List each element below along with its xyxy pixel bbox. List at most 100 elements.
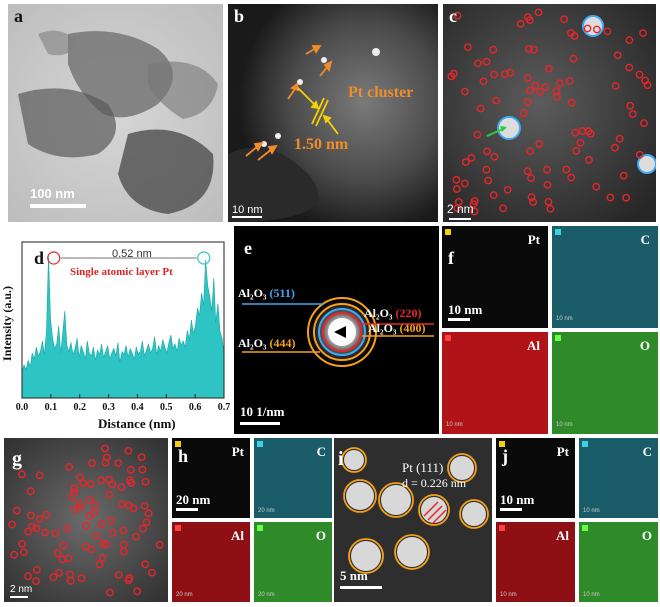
map-j-c-scale: 10 nm bbox=[583, 508, 600, 514]
peak-marker bbox=[197, 251, 211, 265]
single-atom-circle bbox=[126, 465, 135, 474]
al-marker bbox=[445, 335, 451, 341]
single-atom-circle bbox=[572, 146, 581, 155]
x-tick-label: 0.7 bbox=[218, 402, 231, 413]
single-atom-circle bbox=[453, 11, 462, 20]
single-atom-circle bbox=[534, 8, 543, 17]
single-atom-circle bbox=[76, 499, 84, 508]
j-al-marker bbox=[499, 525, 505, 531]
panel-g-atomic-image: g 2 nm bbox=[4, 438, 168, 602]
single-atom-circle bbox=[585, 155, 593, 164]
map-h-c: C 20 nm bbox=[254, 438, 332, 518]
panel-a-tem-image: a 100 nm bbox=[8, 4, 223, 222]
single-atom-circle bbox=[97, 520, 106, 529]
map-f-pt-label: Pt bbox=[527, 232, 540, 247]
single-atom-circle bbox=[460, 179, 469, 188]
single-atom-circle bbox=[24, 572, 32, 581]
single-atom-circle bbox=[82, 542, 90, 551]
single-atom-circle bbox=[86, 480, 95, 488]
panel-h-scalebar bbox=[176, 508, 198, 511]
single-atom-circle bbox=[526, 86, 534, 95]
single-atom-circle bbox=[571, 128, 580, 137]
single-atom-circle bbox=[147, 568, 156, 577]
single-atom-circle bbox=[66, 570, 74, 579]
map-j-o: O 10 nm bbox=[579, 522, 658, 602]
single-atom-circle bbox=[529, 198, 538, 206]
single-atom-circle bbox=[592, 25, 601, 34]
panel-h-eds-maps: Pt h 20 nm C 20 nm Al 20 nm O 20 nm bbox=[172, 438, 332, 602]
panel-i-cluster-image: i Pt (111) d = 0.226 nm 5 nm bbox=[334, 438, 492, 602]
single-atom-circle bbox=[635, 70, 644, 79]
intensity-area bbox=[21, 255, 225, 399]
single-atom-circle bbox=[479, 77, 488, 86]
h-o-marker bbox=[257, 525, 263, 531]
panel-g-scalebar bbox=[10, 596, 28, 598]
panel-f-scalebar bbox=[448, 318, 470, 321]
single-atom-circle bbox=[625, 36, 634, 44]
panel-j-scale-text: 10 nm bbox=[500, 492, 535, 507]
h-pt-marker bbox=[175, 441, 181, 447]
single-atom-circle bbox=[546, 204, 555, 213]
single-atom-circle bbox=[35, 515, 44, 524]
panel-b-scale-text: 10 nm bbox=[232, 204, 263, 216]
j-pt-marker bbox=[499, 441, 505, 447]
single-atom-circle bbox=[10, 550, 19, 559]
ring-511-label: Al₂O₃ (511) bbox=[238, 286, 295, 301]
panel-j-scalebar bbox=[500, 508, 522, 511]
single-atom-circle bbox=[53, 549, 62, 558]
single-atom-circle bbox=[105, 475, 113, 484]
panel-b-label: b bbox=[234, 6, 245, 26]
x-tick-label: 0.0 bbox=[16, 402, 29, 413]
map-f-c: C 10 nm bbox=[552, 226, 658, 328]
panel-i-scalebar bbox=[340, 586, 382, 589]
ring-220-formula: Al₂O₃ bbox=[364, 306, 393, 320]
y-axis-label: Intensity (a.u.) bbox=[0, 285, 15, 362]
single-atom-circle bbox=[490, 152, 499, 161]
d-spacing-label: d = 0.226 nm bbox=[402, 476, 467, 490]
panel-e-label: e bbox=[244, 238, 252, 258]
single-atom-circle bbox=[90, 501, 99, 510]
single-atom-circle bbox=[483, 147, 491, 156]
single-atom-circle bbox=[453, 204, 462, 213]
single-atom-circle bbox=[626, 101, 635, 110]
panel-g-scale-text: 2 nm bbox=[10, 584, 33, 595]
map-f-o-scale: 10 nm bbox=[556, 422, 573, 428]
single-atom-circle bbox=[103, 453, 111, 462]
single-atom-circle bbox=[523, 167, 532, 176]
single-atom-circle bbox=[32, 565, 41, 574]
single-atom-circle bbox=[484, 176, 493, 185]
map-h-c-scale: 20 nm bbox=[258, 508, 275, 514]
single-atom-circle bbox=[640, 119, 648, 128]
single-atom-circle bbox=[26, 511, 35, 520]
single-atom-circle bbox=[59, 541, 68, 550]
tem-particles bbox=[8, 4, 223, 222]
ring-220-label: Al₂O₃ (220) bbox=[364, 306, 422, 321]
ring-511-index: (511) bbox=[269, 286, 295, 300]
ring-444-formula: Al₂O₃ bbox=[238, 336, 267, 350]
map-f-al-scale: 10 nm bbox=[446, 422, 463, 428]
panel-a-scale-text: 100 nm bbox=[30, 186, 75, 201]
single-atom-circle bbox=[469, 200, 478, 209]
single-atom-circle bbox=[545, 64, 553, 73]
single-atom-circle bbox=[527, 193, 536, 202]
single-atom-circle bbox=[137, 453, 146, 462]
h-c-marker bbox=[257, 441, 263, 447]
panel-j-eds-maps: Pt j 10 nm C 10 nm Al 10 nm O 10 nm bbox=[496, 438, 658, 602]
pt-cluster-label: Pt cluster bbox=[348, 84, 414, 101]
single-atom-circle bbox=[55, 568, 63, 577]
panel-a-label: a bbox=[14, 6, 23, 26]
panel-b-scalebar bbox=[232, 216, 262, 218]
single-atom-circle bbox=[12, 506, 21, 515]
single-atom-circle bbox=[490, 70, 498, 79]
single-atom-circle bbox=[98, 553, 107, 562]
single-atom-circle bbox=[35, 471, 44, 480]
map-f-al-label: Al bbox=[527, 338, 540, 353]
single-atom-circle bbox=[523, 74, 532, 83]
single-atom-circle bbox=[108, 528, 117, 537]
chart-title: Single atomic layer Pt bbox=[70, 266, 173, 278]
cluster-hrtem bbox=[334, 438, 492, 602]
ring-220-index: (220) bbox=[395, 306, 422, 320]
single-atom-circle bbox=[492, 96, 501, 105]
panel-g-label: g bbox=[12, 448, 22, 470]
single-atom-circle bbox=[603, 27, 612, 36]
